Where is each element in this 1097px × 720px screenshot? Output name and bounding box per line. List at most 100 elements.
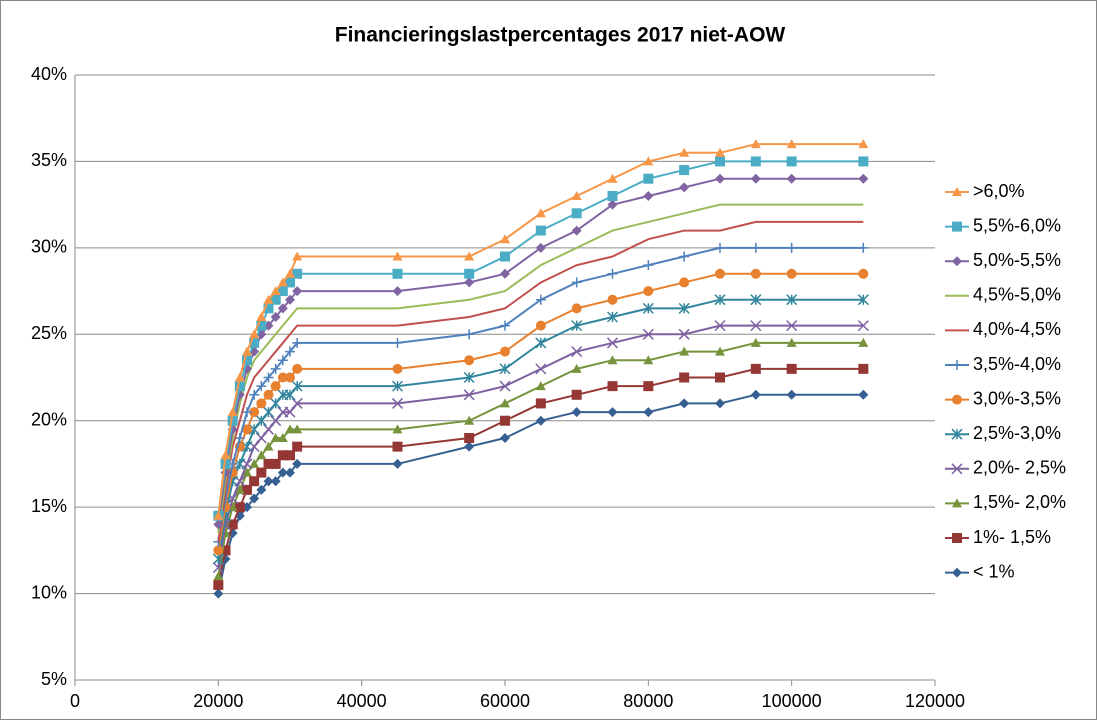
marker	[952, 567, 962, 578]
marker	[277, 372, 288, 383]
marker	[256, 312, 267, 321]
marker	[292, 458, 303, 469]
marker	[715, 398, 725, 409]
x-tick-label: 20000	[193, 691, 243, 711]
marker	[392, 251, 403, 261]
marker	[571, 303, 582, 314]
marker	[643, 260, 654, 271]
marker	[951, 428, 963, 440]
marker	[242, 407, 252, 418]
marker	[292, 286, 303, 297]
marker	[242, 424, 252, 435]
legend-label: < 1%	[973, 561, 1015, 581]
marker	[213, 510, 224, 520]
series	[213, 363, 869, 590]
marker	[714, 294, 726, 306]
marker	[679, 165, 690, 176]
legend-label: 2,5%-3,0%	[973, 423, 1061, 443]
marker	[952, 360, 962, 370]
marker	[500, 268, 510, 279]
y-tick-label: 20%	[31, 409, 67, 429]
marker	[535, 381, 546, 391]
marker	[952, 498, 962, 508]
marker	[750, 156, 761, 167]
marker	[786, 363, 797, 374]
marker	[285, 467, 295, 478]
marker	[606, 311, 619, 323]
marker	[234, 433, 245, 443]
marker	[234, 381, 245, 392]
marker	[500, 415, 510, 426]
marker	[535, 294, 546, 305]
y-tick-label: 40%	[31, 64, 67, 84]
marker	[292, 441, 303, 452]
marker	[951, 463, 963, 475]
marker	[750, 337, 761, 347]
x-tick-label: 120000	[905, 691, 965, 711]
y-tick-label: 15%	[31, 496, 67, 516]
marker	[858, 139, 869, 149]
marker	[213, 588, 224, 599]
marker	[952, 221, 962, 232]
marker	[500, 234, 510, 244]
marker	[263, 372, 274, 383]
legend-label: 4,5%-5,0%	[973, 285, 1061, 305]
marker	[715, 173, 725, 184]
marker	[571, 389, 582, 400]
marker	[786, 173, 797, 184]
series-line	[217, 298, 864, 560]
marker	[392, 424, 403, 434]
marker	[241, 441, 253, 453]
legend-label: 5,5%-6,0%	[973, 215, 1061, 235]
marker	[643, 156, 654, 166]
marker	[392, 363, 403, 374]
marker	[857, 320, 869, 332]
marker	[857, 294, 869, 306]
marker	[292, 251, 303, 261]
marker	[786, 242, 797, 253]
marker	[291, 397, 303, 409]
marker	[213, 571, 224, 581]
marker	[256, 398, 267, 409]
marker	[952, 187, 962, 196]
marker	[750, 363, 761, 374]
marker	[500, 433, 510, 443]
marker	[212, 553, 224, 565]
marker	[392, 458, 403, 469]
marker	[227, 407, 238, 417]
marker	[678, 302, 690, 314]
marker	[643, 173, 654, 184]
marker	[270, 363, 281, 374]
y-tick-label: 25%	[31, 323, 67, 343]
marker	[277, 286, 288, 297]
legend-label: 1,5%- 2,0%	[973, 492, 1066, 512]
x-tick-label: 60000	[480, 691, 530, 711]
series	[213, 156, 869, 521]
marker	[463, 389, 475, 401]
marker	[571, 407, 582, 418]
marker	[285, 294, 295, 305]
marker	[500, 320, 510, 331]
marker	[220, 545, 231, 556]
marker	[679, 398, 690, 409]
marker	[255, 432, 267, 444]
marker	[786, 268, 797, 279]
marker	[255, 415, 267, 427]
marker	[292, 424, 303, 434]
y-tick-label: 5%	[41, 669, 67, 689]
marker	[571, 191, 582, 200]
x-tick-label: 100000	[762, 691, 822, 711]
marker	[464, 355, 475, 366]
marker	[679, 277, 690, 288]
marker	[952, 256, 962, 267]
marker	[392, 286, 403, 297]
marker	[213, 519, 224, 530]
marker	[256, 450, 267, 460]
marker	[285, 450, 295, 461]
marker	[643, 355, 654, 365]
marker	[285, 372, 295, 383]
marker	[535, 363, 547, 375]
marker	[535, 415, 546, 426]
marker	[263, 303, 274, 314]
